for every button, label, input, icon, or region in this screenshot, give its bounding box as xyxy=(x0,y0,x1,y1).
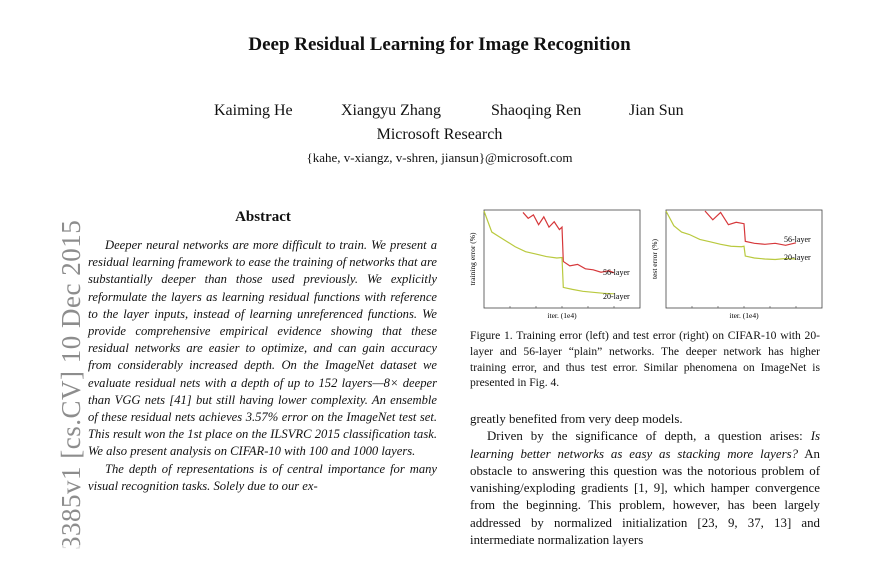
train-error-lines xyxy=(483,210,615,308)
abstract-heading: Abstract xyxy=(235,209,291,225)
series-label-56-layer: 56-layer xyxy=(784,235,811,244)
series-line-56-layer xyxy=(704,210,797,246)
paper-title: Deep Residual Learning for Image Recogni… xyxy=(248,34,631,55)
series-label-20-layer: 20-layer xyxy=(603,292,630,301)
series-line-56-layer xyxy=(522,212,615,274)
y-axis-label: training error (%) xyxy=(468,232,477,285)
figure-1: training error (%) iter. (1e4) 56-layer … xyxy=(466,205,826,325)
affiliation: Microsoft Research xyxy=(376,126,503,143)
intro-text: greatly benefited from very deep models.… xyxy=(470,411,820,549)
series-line-20-layer xyxy=(483,210,615,295)
figure-1-plots: training error (%) iter. (1e4) 56-layer … xyxy=(468,209,823,320)
abstract-text: Deeper neural networks are more difficul… xyxy=(88,237,437,495)
body-paragraph: greatly benefited from very deep models. xyxy=(470,412,683,426)
abstract-paragraph: Deeper neural networks are more difficul… xyxy=(88,238,437,459)
body-text: An obstacle to answering this question w… xyxy=(470,446,820,548)
author-list: Kaiming He Xiangyu Zhang Shaoqing Ren Jian … xyxy=(214,102,684,120)
train-error-plot: training error (%) iter. (1e4) 56-layer … xyxy=(468,209,641,320)
y-axis-label: test error (%) xyxy=(650,239,659,279)
series-line-20-layer xyxy=(665,210,797,261)
body-paragraph: Driven by the significance of depth, a q… xyxy=(470,428,820,549)
x-axis-label: iter. (1e4) xyxy=(729,311,759,320)
test-error-lines xyxy=(665,210,797,308)
author-name: Kaiming He xyxy=(214,102,293,119)
arxiv-stamp: 3385v1 [cs.CV] 10 Dec 2015 xyxy=(56,219,86,550)
page-cutoff-fade xyxy=(0,545,879,570)
abstract-paragraph: The depth of representations is of centr… xyxy=(88,461,437,493)
author-name: Shaoqing Ren xyxy=(491,102,582,119)
author-emails: {kahe, v-xiangz, v-shren, jiansun}@micro… xyxy=(306,150,573,165)
author-name: Jian Sun xyxy=(629,102,684,119)
research-question: Is learning better networks as easy as s… xyxy=(470,429,820,461)
body-text: Driven by the significance of depth, a q… xyxy=(487,429,811,444)
x-axis-label: iter. (1e4) xyxy=(547,311,577,320)
test-error-plot: test error (%) iter. (1e4) 56-layer 20-l… xyxy=(650,209,823,320)
author-name: Xiangyu Zhang xyxy=(341,102,441,119)
figure-caption: Figure 1. Training error (left) and test… xyxy=(470,329,820,390)
series-label-20-layer: 20-layer xyxy=(784,253,811,262)
series-label-56-layer: 56-layer xyxy=(603,268,630,277)
